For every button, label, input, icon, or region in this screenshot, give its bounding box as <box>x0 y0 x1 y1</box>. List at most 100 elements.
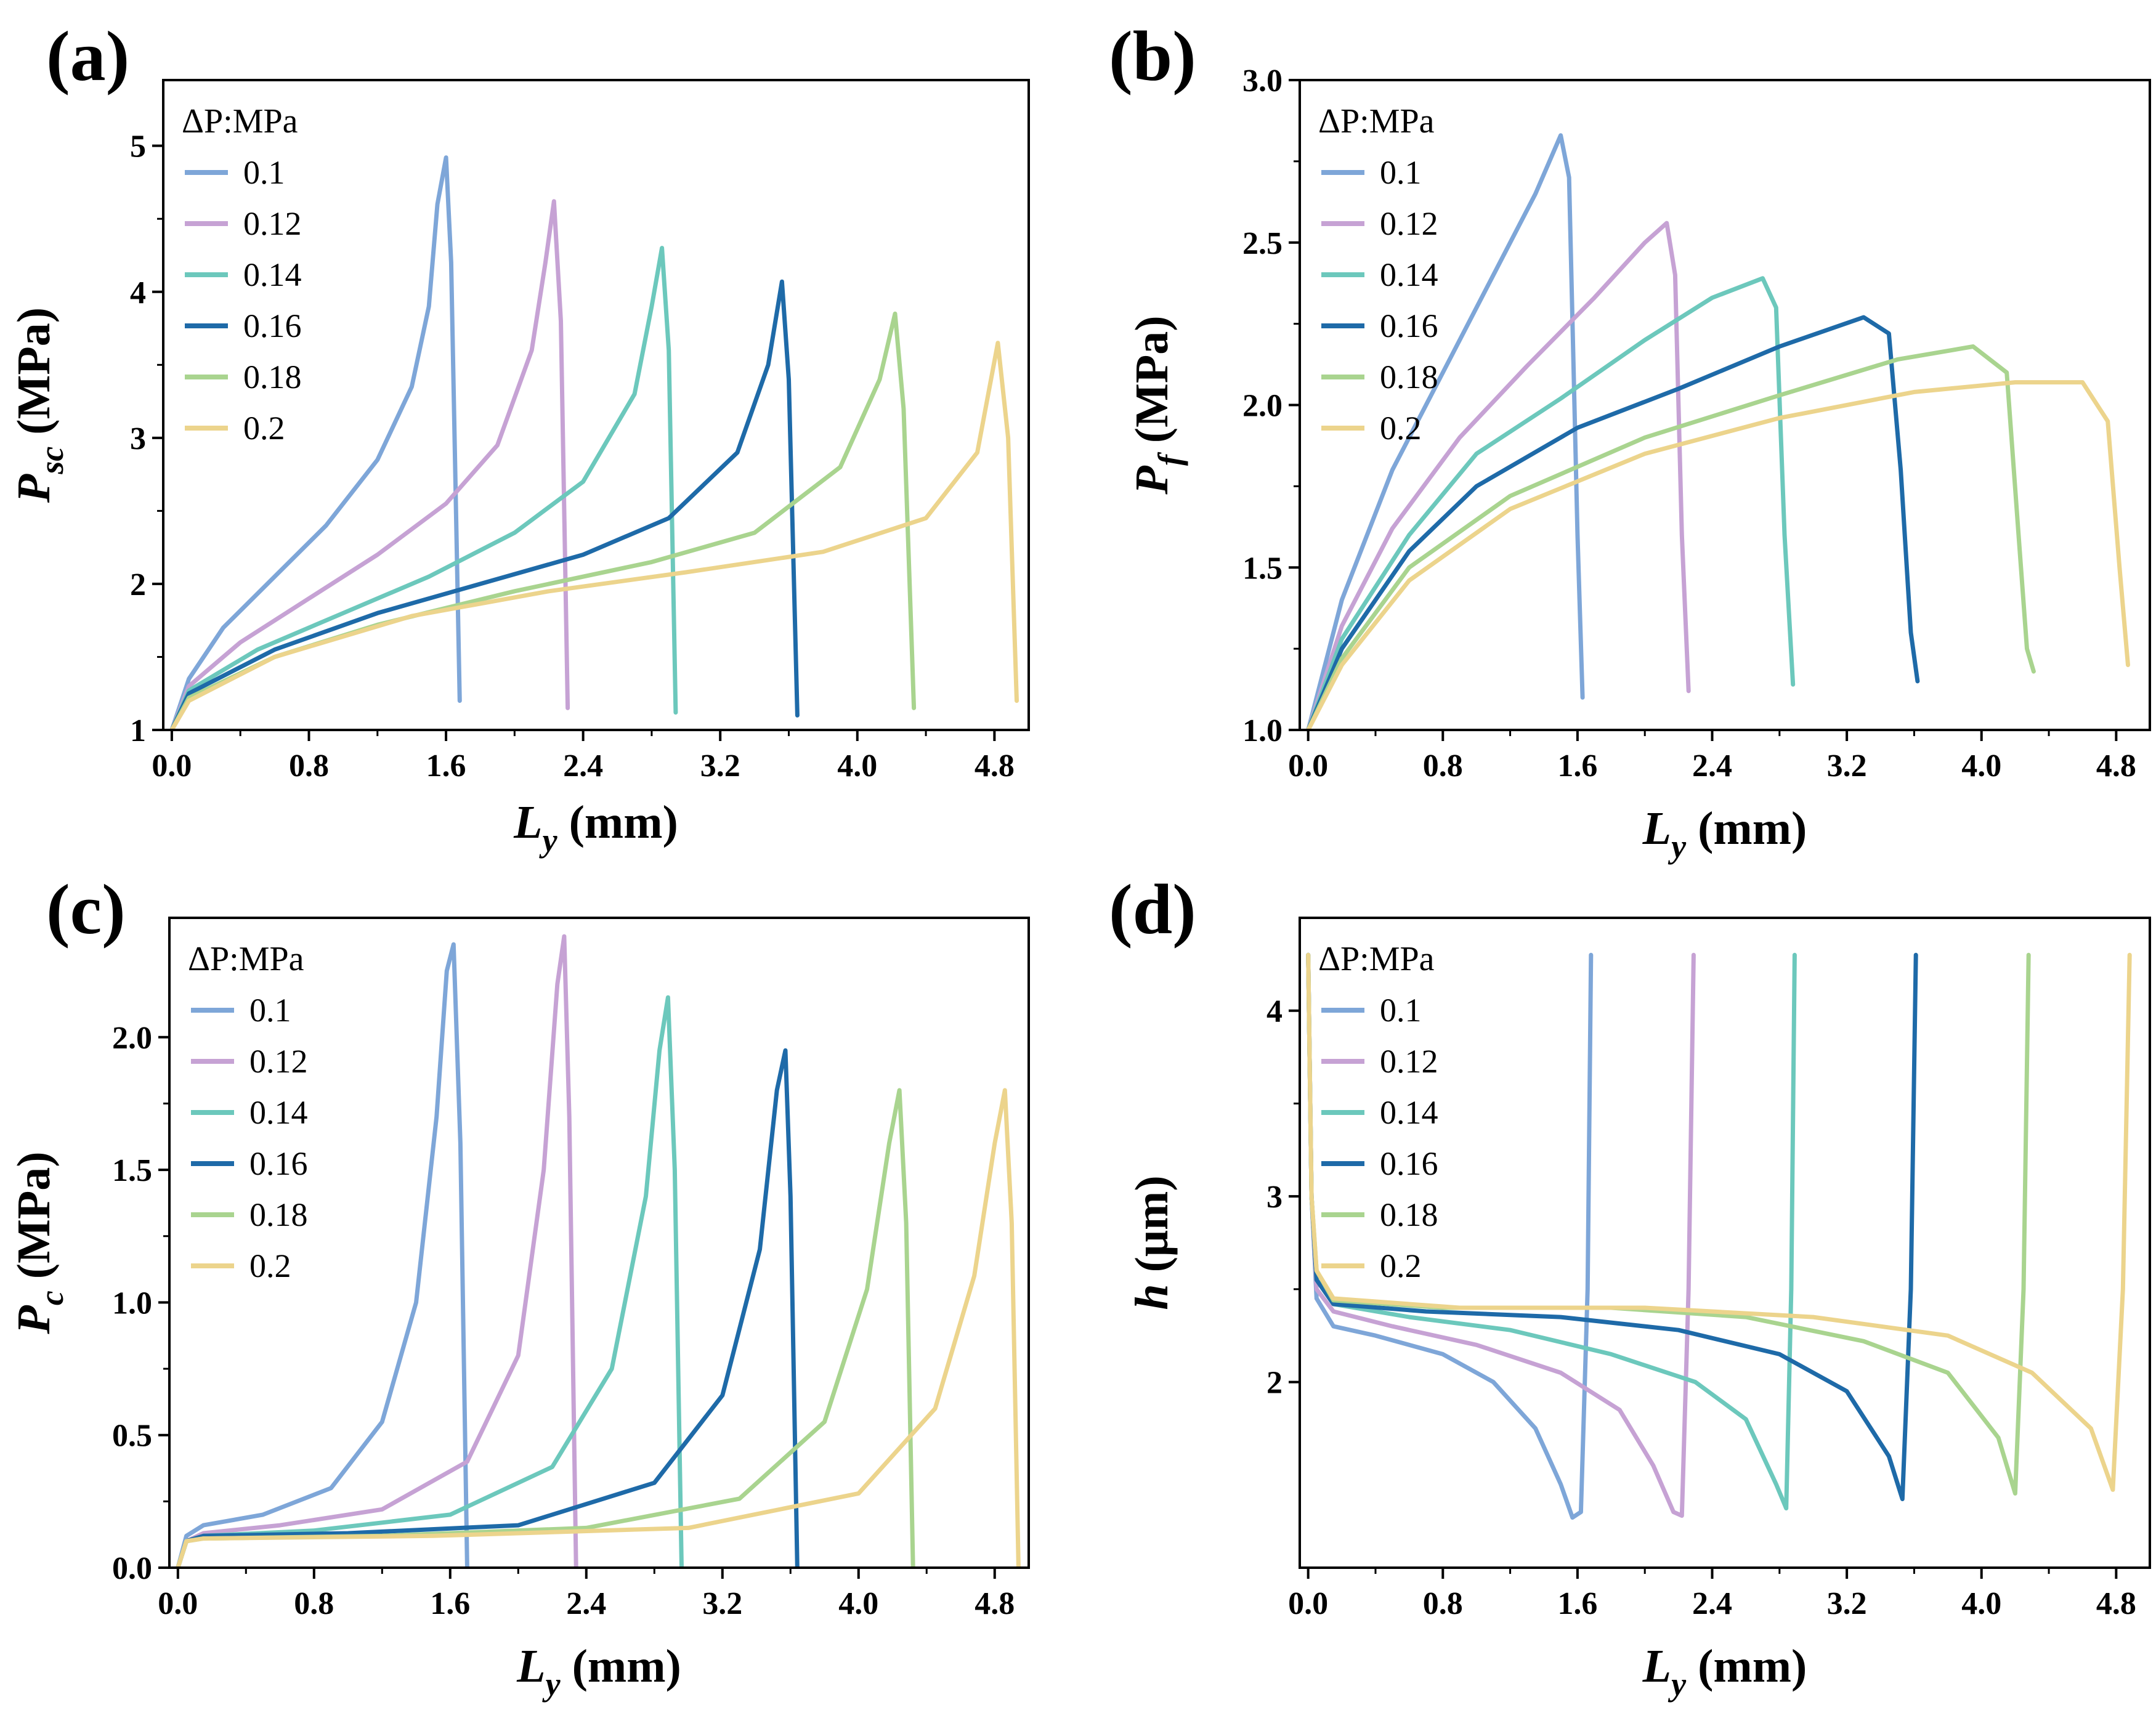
x-tick-label: 0.0 <box>1288 748 1328 784</box>
series-line-0_14 <box>169 246 678 730</box>
x-tick-label: 0.8 <box>289 748 329 784</box>
legend-entry: 0.16 <box>1380 1145 1438 1182</box>
legend-entry: 0.14 <box>1380 256 1438 293</box>
series-line-0_12 <box>176 934 578 1568</box>
legend-entry: 0.1 <box>249 992 291 1029</box>
y-tick-label: 2.0 <box>1242 389 1283 424</box>
series-line-0_2 <box>1306 380 2130 730</box>
legend-entry: 0.14 <box>1380 1094 1438 1131</box>
x-tick-label: 4.8 <box>975 748 1015 784</box>
x-axis-unit: (mm) <box>561 1640 681 1692</box>
y-tick-label: 2 <box>130 567 146 602</box>
x-tick-label: 2.4 <box>563 748 603 784</box>
x-axis-unit: (mm) <box>1686 803 1807 854</box>
y-tick-label: 1.0 <box>112 1286 152 1321</box>
series-group <box>176 934 1021 1568</box>
y-tick-label: 2.0 <box>112 1021 152 1056</box>
series-line-0_12 <box>1306 952 1696 1518</box>
x-tick-label: 0.8 <box>294 1586 334 1621</box>
legend-entry: 0.16 <box>249 1145 308 1182</box>
legend-entry: 0.1 <box>1380 154 1422 191</box>
y-axis-unit: (μm) <box>1126 1175 1178 1284</box>
y-tick-label: 0.0 <box>112 1551 152 1586</box>
legend: ΔP:MPa 0.1 0.12 0.14 0.16 0.18 0.2 <box>188 940 308 1284</box>
legend-title: ΔP:MPa <box>1318 940 1435 978</box>
x-axis-label: Ly (mm) <box>513 796 678 859</box>
panel-d: (d) 0.0 0.8 1.6 2.4 3.2 4.0 4.8 2 3 4 Ly (mm) h (μm)… <box>1109 870 2151 1703</box>
x-tick-label: 2.4 <box>1692 748 1732 784</box>
legend-entry: 0.12 <box>1380 205 1438 242</box>
legend-title: ΔP:MPa <box>1318 102 1435 140</box>
x-tick-label: 2.4 <box>566 1586 606 1621</box>
x-axis-label: Ly (mm) <box>1642 1640 1807 1703</box>
y-axis-subscript: sc <box>33 447 70 475</box>
y-axis-symbol: P <box>8 474 60 503</box>
legend-title: ΔP:MPa <box>182 102 298 140</box>
y-axis-subscript: c <box>33 1291 70 1305</box>
x-axis-subscript: y <box>1668 828 1687 865</box>
legend-entry: 0.2 <box>1380 1247 1422 1284</box>
series-line-0_1 <box>176 942 469 1568</box>
x-axis-unit: (mm) <box>557 796 678 848</box>
x-axis-subscript: y <box>539 822 558 859</box>
legend-entry: 0.2 <box>249 1247 291 1284</box>
y-tick-label: 2 <box>1266 1366 1283 1401</box>
y-axis-symbol: P <box>8 1305 60 1335</box>
x-tick-label: 3.2 <box>1827 1586 1867 1621</box>
y-axis-symbol: h <box>1126 1284 1178 1310</box>
series-line-0_18 <box>1306 344 2036 730</box>
y-tick-label: 3 <box>1266 1180 1283 1215</box>
y-axis-unit: (MPa) <box>8 307 60 447</box>
legend-entry: 0.14 <box>243 256 302 293</box>
x-axis-subscript: y <box>1668 1666 1687 1703</box>
legend-entry: 0.16 <box>1380 307 1438 344</box>
series-line-0_16 <box>169 279 800 730</box>
x-tick-label: 0.8 <box>1423 748 1463 784</box>
series-line-0_2 <box>176 1088 1021 1568</box>
x-tick-label: 4.0 <box>837 748 877 784</box>
series-line-0_1 <box>169 155 462 730</box>
series-line-0_16 <box>1306 315 1920 730</box>
legend: ΔP:MPa 0.1 0.12 0.14 0.16 0.18 0.2 <box>1318 102 1438 447</box>
legend-entry: 0.18 <box>243 359 302 395</box>
y-tick-label: 0.5 <box>112 1419 152 1454</box>
panel-c: (c) 0.0 0.8 1.6 2.4 3.2 4.0 4.8 0.0 0.5 1.0 1.5 2.0 L… <box>8 870 1030 1703</box>
x-tick-label: 0.8 <box>1423 1586 1463 1621</box>
y-tick-label: 3.0 <box>1242 63 1283 99</box>
x-axis-label: Ly (mm) <box>1642 803 1807 865</box>
y-axis-label: Pf (MPa) <box>1126 315 1188 495</box>
x-axis-symbol: L <box>1642 1640 1671 1692</box>
legend-entry: 0.14 <box>249 1094 308 1131</box>
x-tick-label: 1.6 <box>426 748 466 784</box>
panel-label: (c) <box>46 870 126 949</box>
legend-entry: 0.18 <box>249 1196 308 1233</box>
x-axis-symbol: L <box>1642 803 1671 854</box>
legend: ΔP:MPa 0.1 0.12 0.14 0.16 0.18 0.2 <box>182 102 302 447</box>
series-line-0_16 <box>1306 952 1918 1501</box>
series-line-0_1 <box>1306 133 1585 730</box>
y-axis-label: h (μm) <box>1126 1175 1178 1310</box>
y-tick-label: 1.5 <box>1242 551 1283 586</box>
x-tick-label: 4.0 <box>1961 748 2001 784</box>
series-line-0_2 <box>169 341 1019 730</box>
x-tick-label: 3.2 <box>700 748 740 784</box>
legend-entry: 0.12 <box>1380 1043 1438 1080</box>
panel-label: (a) <box>46 17 129 96</box>
y-tick-label: 2.5 <box>1242 226 1283 261</box>
series-line-0_14 <box>1306 276 1796 730</box>
y-axis-symbol: P <box>1126 466 1178 495</box>
x-tick-label: 4.8 <box>975 1586 1015 1621</box>
y-axis-subscript: f <box>1151 452 1188 466</box>
panel-label: (d) <box>1109 870 1196 949</box>
y-tick-label: 1 <box>130 713 146 748</box>
x-tick-label: 1.6 <box>430 1586 470 1621</box>
panel-b: (b) 0.0 0.8 1.6 2.4 3.2 4.0 4.8 1.0 1.5 2.0 2.5 3.0 L… <box>1109 17 2151 865</box>
series-line-0_2 <box>1306 952 2132 1492</box>
series-line-0_12 <box>169 199 570 730</box>
legend-entry: 0.12 <box>243 205 302 242</box>
plot-frame <box>168 917 1030 1569</box>
series-line-0_16 <box>176 1048 800 1568</box>
panel-label: (b) <box>1109 17 1196 96</box>
legend-entry: 0.1 <box>243 154 285 191</box>
